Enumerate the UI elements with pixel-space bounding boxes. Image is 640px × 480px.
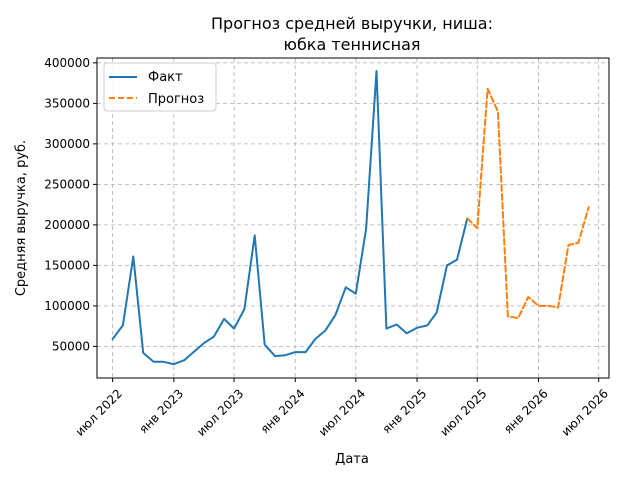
x-axis-label: Дата: [335, 452, 369, 467]
grid: [97, 58, 609, 378]
y-tick-label: 200000: [44, 218, 90, 232]
y-axis-ticks: 50000 100000 150000 200000 250000 300000 35000…: [44, 56, 97, 353]
legend: Факт Прогноз: [103, 62, 217, 112]
y-tick-label: 100000: [44, 299, 90, 313]
chart-title-line-2: юбка теннисная: [283, 35, 420, 54]
y-axis-label: Средняя выручка, руб.: [14, 140, 29, 296]
y-tick-label: 150000: [44, 258, 90, 272]
y-tick-label: 50000: [52, 339, 90, 353]
series-lines: [111, 70, 590, 366]
chart-title-line-1: Прогноз средней выручки, ниша:: [211, 14, 493, 33]
series-line-fact: [111, 70, 469, 366]
y-tick-label: 400000: [44, 56, 90, 70]
legend-label-fact: Факт: [148, 70, 183, 85]
y-tick-label: 300000: [44, 137, 90, 151]
legend-label-forecast: Прогноз: [148, 92, 204, 107]
y-tick-label: 350000: [44, 96, 90, 110]
plot-frame: [96, 57, 610, 379]
y-tick-label: 250000: [44, 177, 90, 191]
series-line-forecast: [466, 87, 590, 320]
